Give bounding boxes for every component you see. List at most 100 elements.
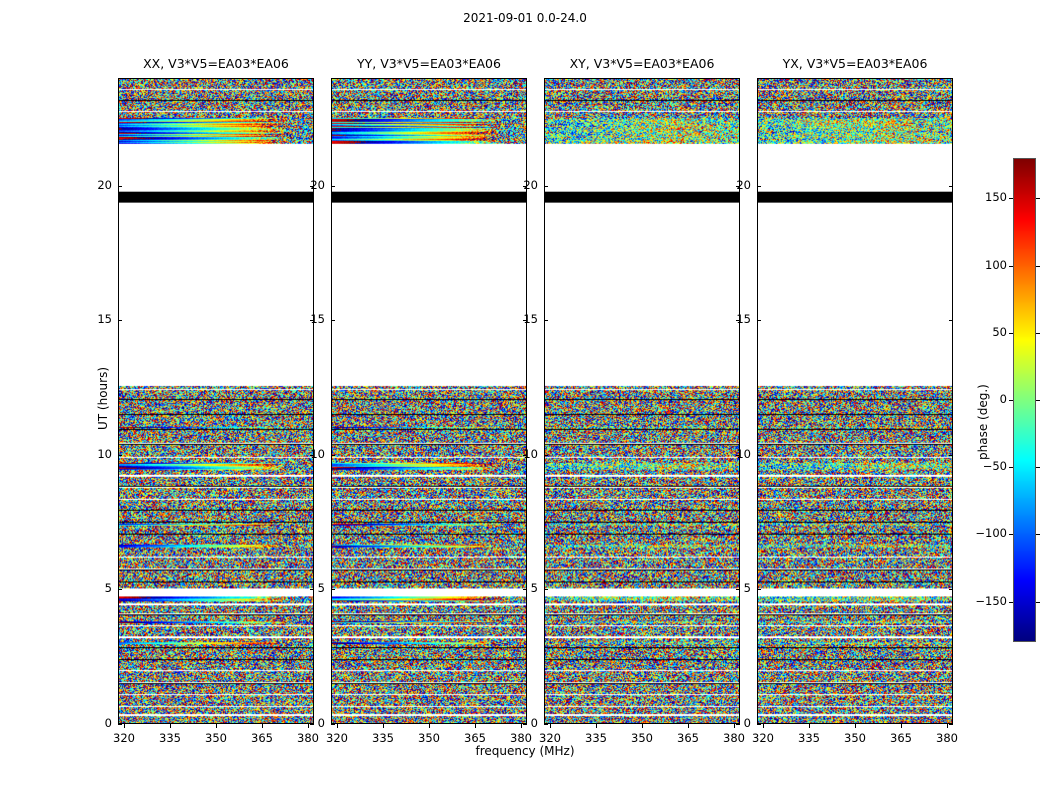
y-tick-label: 0: [317, 716, 325, 730]
colorbar-tick-mark: [1036, 400, 1040, 401]
y-tick-mark: [544, 320, 548, 321]
x-tick-mark: [216, 724, 217, 728]
y-tick-label: 20: [523, 178, 538, 192]
colorbar[interactable]: [1013, 158, 1036, 642]
x-tick-label: 350: [418, 731, 440, 745]
x-tick-label: 365: [677, 731, 699, 745]
y-tick-label: 5: [104, 581, 112, 595]
panel-title-yx: YX, V3*V5=EA03*EA06: [782, 56, 928, 71]
x-tick-label: 320: [326, 731, 348, 745]
heatmap-panel-xx[interactable]: [118, 78, 314, 724]
x-tick-label: 320: [113, 731, 135, 745]
colorbar-tick-mark: [1009, 400, 1013, 401]
colorbar-tick-label: 150: [985, 190, 1007, 204]
y-tick-mark: [949, 455, 953, 456]
x-tick-mark: [170, 724, 171, 728]
y-tick-mark: [736, 186, 740, 187]
x-tick-mark: [124, 724, 125, 728]
y-tick-label: 0: [743, 716, 751, 730]
y-tick-mark: [757, 589, 761, 590]
x-tick-mark: [596, 724, 597, 728]
heatmap-panel-yy[interactable]: [331, 78, 527, 724]
x-tick-mark: [429, 724, 430, 728]
x-tick-label: 380: [297, 731, 319, 745]
y-tick-mark: [949, 589, 953, 590]
heatmap-panel-yx[interactable]: [757, 78, 953, 724]
panel-title-xx: XX, V3*V5=EA03*EA06: [143, 56, 289, 71]
y-tick-label: 20: [97, 178, 112, 192]
y-tick-mark: [310, 724, 314, 725]
x-tick-label: 365: [890, 731, 912, 745]
x-tick-label: 350: [844, 731, 866, 745]
y-tick-mark: [544, 186, 548, 187]
x-tick-mark: [383, 724, 384, 728]
y-tick-mark: [757, 724, 761, 725]
x-tick-mark: [763, 724, 764, 728]
y-tick-mark: [757, 455, 761, 456]
y-tick-mark: [544, 724, 548, 725]
y-tick-mark: [118, 724, 122, 725]
y-tick-mark: [757, 320, 761, 321]
x-tick-label: 380: [723, 731, 745, 745]
colorbar-tick-label: 50: [992, 325, 1007, 339]
colorbar-tick-mark: [1036, 602, 1040, 603]
y-tick-label: 10: [736, 447, 751, 461]
panel-title-xy: XY, V3*V5=EA03*EA06: [569, 56, 715, 71]
y-tick-label: 15: [97, 312, 112, 326]
colorbar-tick-mark: [1009, 534, 1013, 535]
colorbar-label: phase (deg.): [976, 384, 990, 460]
colorbar-tick-mark: [1009, 333, 1013, 334]
y-tick-mark: [523, 186, 527, 187]
y-tick-label: 20: [310, 178, 325, 192]
y-tick-mark: [310, 320, 314, 321]
colorbar-tick-mark: [1036, 198, 1040, 199]
y-tick-label: 10: [523, 447, 538, 461]
y-tick-mark: [757, 186, 761, 187]
colorbar-tick-mark: [1036, 333, 1040, 334]
y-tick-mark: [523, 320, 527, 321]
x-tick-mark: [337, 724, 338, 728]
colorbar-tick-label: 100: [985, 258, 1007, 272]
colorbar-tick-label: −100: [975, 526, 1007, 540]
y-tick-label: 10: [97, 447, 112, 461]
colorbar-tick-mark: [1036, 467, 1040, 468]
y-tick-label: 15: [736, 312, 751, 326]
x-tick-label: 320: [752, 731, 774, 745]
y-tick-mark: [118, 455, 122, 456]
x-tick-label: 320: [539, 731, 561, 745]
x-tick-mark: [642, 724, 643, 728]
y-tick-mark: [523, 589, 527, 590]
x-tick-mark: [855, 724, 856, 728]
phase-heatmap-image-yy: [332, 79, 526, 723]
colorbar-tick-mark: [1009, 198, 1013, 199]
x-tick-mark: [901, 724, 902, 728]
x-tick-label: 350: [205, 731, 227, 745]
phase-heatmap-image-xx: [119, 79, 313, 723]
y-tick-mark: [949, 320, 953, 321]
figure-suptitle: 2021-09-01 0.0-24.0: [463, 11, 587, 25]
x-tick-label: 335: [585, 731, 607, 745]
y-tick-label: 10: [310, 447, 325, 461]
colorbar-tick-mark: [1009, 602, 1013, 603]
phase-heatmap-image-yx: [758, 79, 952, 723]
y-tick-label: 20: [736, 178, 751, 192]
y-tick-label: 15: [310, 312, 325, 326]
x-tick-mark: [734, 724, 735, 728]
y-tick-mark: [118, 186, 122, 187]
x-tick-label: 335: [798, 731, 820, 745]
x-tick-label: 335: [372, 731, 394, 745]
heatmap-panel-xy[interactable]: [544, 78, 740, 724]
y-tick-mark: [736, 320, 740, 321]
y-tick-mark: [949, 186, 953, 187]
colorbar-tick-mark: [1036, 534, 1040, 535]
y-tick-label: 5: [743, 581, 751, 595]
colorbar-tick-label: −50: [982, 459, 1007, 473]
x-tick-label: 380: [510, 731, 532, 745]
y-tick-mark: [310, 186, 314, 187]
y-tick-mark: [736, 589, 740, 590]
y-tick-mark: [544, 589, 548, 590]
y-tick-label: 0: [530, 716, 538, 730]
y-tick-mark: [310, 455, 314, 456]
x-tick-label: 335: [159, 731, 181, 745]
